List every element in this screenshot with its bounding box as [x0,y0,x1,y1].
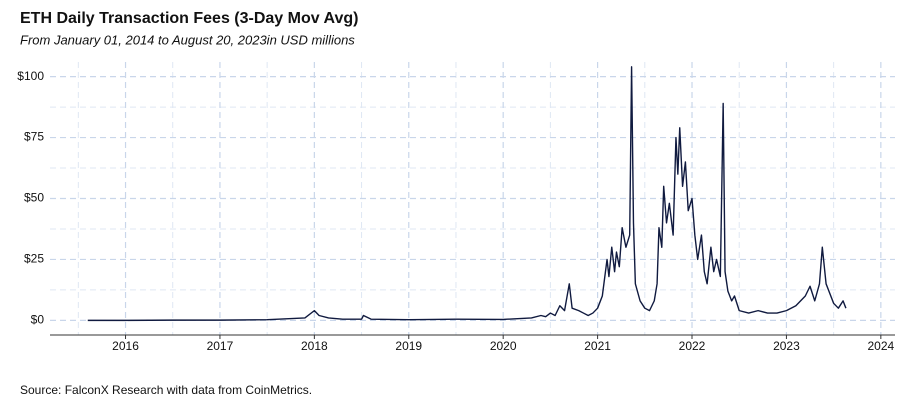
x-tick-label: 2020 [490,339,517,353]
y-tick-label: $25 [24,252,44,266]
x-tick-label: 2019 [395,339,422,353]
x-tick-label: 2016 [112,339,139,353]
source-note: Source: FalconX Research with data from … [20,383,312,397]
y-tick-label: $100 [17,69,44,83]
x-tick-label: 2023 [773,339,800,353]
data-line [87,66,847,322]
chart-title: ETH Daily Transaction Fees (3-Day Mov Av… [20,10,358,27]
x-tick-label: 2018 [301,339,328,353]
x-tick-label: 2021 [584,339,611,353]
x-tick-label: 2022 [679,339,706,353]
y-tick-label: $0 [31,313,45,327]
x-tick-label: 2017 [207,339,234,353]
y-tick-label: $50 [24,191,44,205]
x-tick-label: 2024 [867,339,894,353]
y-tick-label: $75 [24,130,44,144]
chart-subtitle: From January 01, 2014 to August 20, 2023… [20,32,355,47]
